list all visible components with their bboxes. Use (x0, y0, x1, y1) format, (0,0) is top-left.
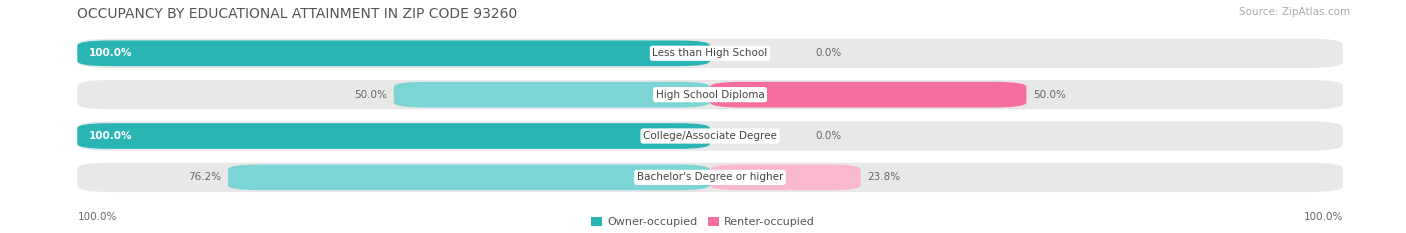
Text: Source: ZipAtlas.com: Source: ZipAtlas.com (1239, 7, 1350, 17)
Text: 50.0%: 50.0% (1033, 90, 1066, 100)
Text: 50.0%: 50.0% (354, 90, 387, 100)
Text: High School Diploma: High School Diploma (655, 90, 765, 100)
FancyBboxPatch shape (710, 164, 860, 190)
FancyBboxPatch shape (710, 82, 1026, 107)
Text: 23.8%: 23.8% (868, 172, 901, 182)
FancyBboxPatch shape (77, 39, 1343, 68)
Text: 100.0%: 100.0% (89, 48, 132, 58)
FancyBboxPatch shape (77, 121, 1343, 151)
Text: 100.0%: 100.0% (89, 131, 132, 141)
Text: 0.0%: 0.0% (815, 48, 842, 58)
FancyBboxPatch shape (77, 80, 1343, 109)
FancyBboxPatch shape (394, 82, 710, 107)
Text: Bachelor's Degree or higher: Bachelor's Degree or higher (637, 172, 783, 182)
FancyBboxPatch shape (228, 164, 710, 190)
FancyBboxPatch shape (77, 163, 1343, 192)
Text: 100.0%: 100.0% (1303, 212, 1343, 222)
FancyBboxPatch shape (77, 41, 710, 66)
Text: 100.0%: 100.0% (77, 212, 117, 222)
Text: Less than High School: Less than High School (652, 48, 768, 58)
Text: College/Associate Degree: College/Associate Degree (643, 131, 778, 141)
Text: 76.2%: 76.2% (188, 172, 221, 182)
Text: 0.0%: 0.0% (815, 131, 842, 141)
Legend: Owner-occupied, Renter-occupied: Owner-occupied, Renter-occupied (592, 217, 814, 227)
Text: OCCUPANCY BY EDUCATIONAL ATTAINMENT IN ZIP CODE 93260: OCCUPANCY BY EDUCATIONAL ATTAINMENT IN Z… (77, 7, 517, 21)
FancyBboxPatch shape (77, 123, 710, 149)
